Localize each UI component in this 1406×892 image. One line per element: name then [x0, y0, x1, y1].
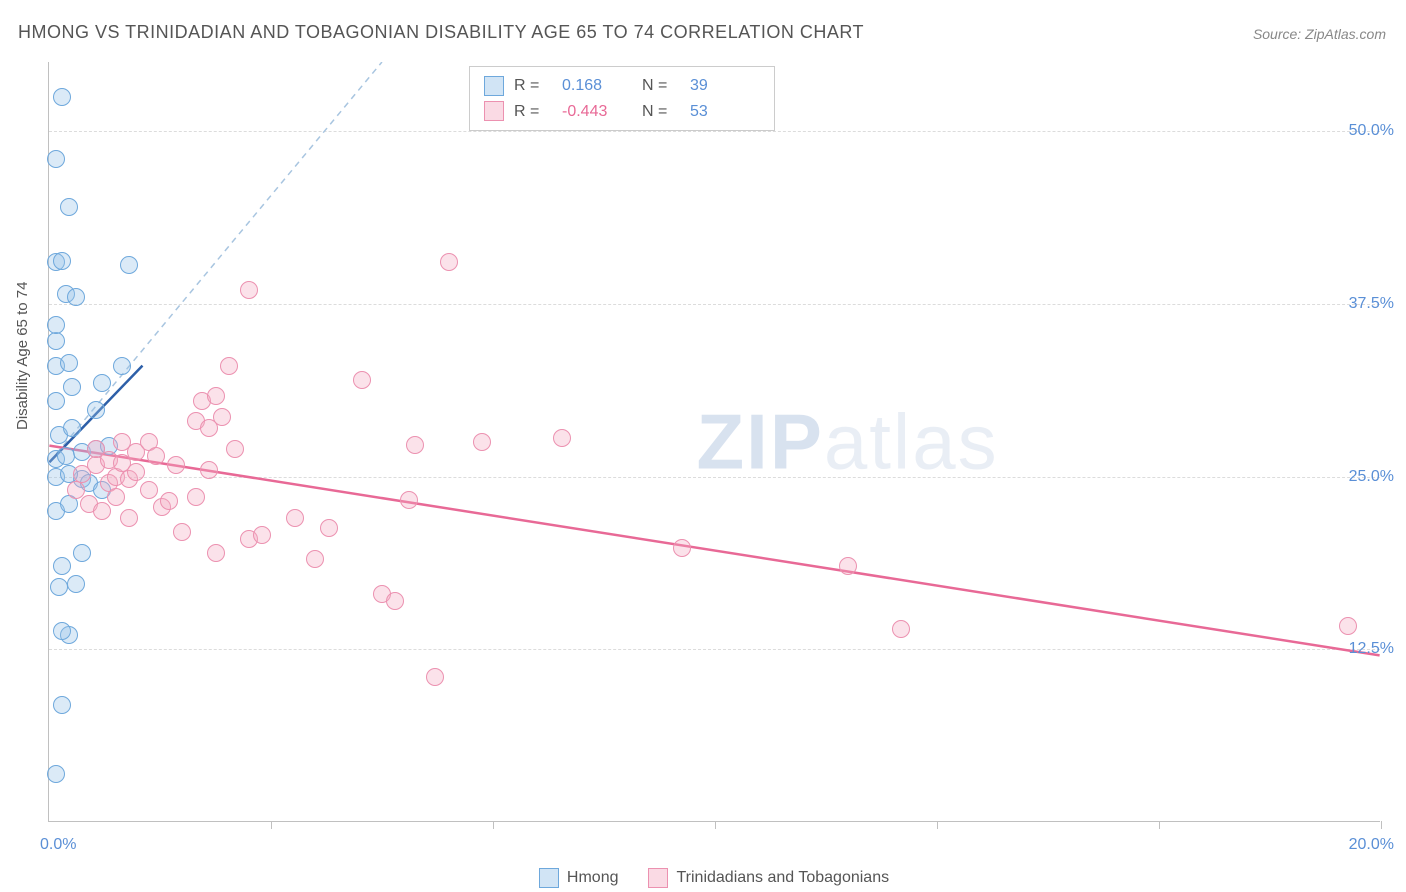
hmong-point — [47, 765, 65, 783]
hmong-point — [93, 374, 111, 392]
trinidadian-point — [240, 281, 258, 299]
trinidadian-point — [1339, 617, 1357, 635]
x-tick — [493, 821, 494, 829]
x-axis-max-label: 20.0% — [1349, 836, 1394, 854]
hmong-point — [57, 447, 75, 465]
hmong-point — [53, 557, 71, 575]
x-tick — [1159, 821, 1160, 829]
hmong-point — [67, 288, 85, 306]
hmong-point — [47, 316, 65, 334]
x-tick — [1381, 821, 1382, 829]
hmong-point — [47, 392, 65, 410]
y-axis-label: Disability Age 65 to 74 — [14, 282, 31, 430]
series-legend: Hmong Trinidadians and Tobagonians — [48, 868, 1380, 888]
trinidadian-point — [140, 481, 158, 499]
trinidadian-point — [93, 502, 111, 520]
hmong-point — [60, 198, 78, 216]
trinidadian-point — [406, 436, 424, 454]
legend-item: Hmong — [539, 868, 619, 888]
trinidadian-point — [213, 408, 231, 426]
hmong-point — [53, 622, 71, 640]
x-tick — [937, 821, 938, 829]
trinidadian-point — [426, 668, 444, 686]
source-attribution: Source: ZipAtlas.com — [1253, 26, 1386, 42]
trinidadian-point — [160, 492, 178, 510]
trinidadian-point — [200, 461, 218, 479]
gridline — [49, 304, 1380, 305]
trinidadian-point — [173, 523, 191, 541]
hmong-point — [53, 696, 71, 714]
y-tick-label: 50.0% — [1349, 122, 1394, 140]
trinidadian-point — [286, 509, 304, 527]
scatter-plot: ZIPatlas R =0.168N =39R =-0.443N =53 — [48, 62, 1380, 822]
trinidadian-point — [473, 433, 491, 451]
hmong-point — [47, 332, 65, 350]
trinidadian-point — [147, 447, 165, 465]
legend-row: R =-0.443N =53 — [484, 99, 760, 125]
trinidadian-point — [386, 592, 404, 610]
hmong-point — [120, 256, 138, 274]
gridline — [49, 649, 1380, 650]
hmong-point — [47, 150, 65, 168]
trinidadian-point — [673, 539, 691, 557]
legend-swatch — [484, 76, 504, 96]
hmong-point — [73, 544, 91, 562]
y-tick-label: 25.0% — [1349, 468, 1394, 486]
gridline — [49, 477, 1380, 478]
trinidadian-point — [127, 463, 145, 481]
y-tick-label: 37.5% — [1349, 295, 1394, 313]
trinidadian-point — [107, 488, 125, 506]
trinidadian-point — [320, 519, 338, 537]
trinidadian-point — [400, 491, 418, 509]
trinidadian-point — [839, 557, 857, 575]
trinidadian-point — [892, 620, 910, 638]
hmong-point — [53, 252, 71, 270]
trinidadian-point — [187, 488, 205, 506]
trinidadian-point — [167, 456, 185, 474]
trinidadian-point — [253, 526, 271, 544]
chart-title: HMONG VS TRINIDADIAN AND TOBAGONIAN DISA… — [18, 22, 864, 43]
legend-item: Trinidadians and Tobagonians — [648, 868, 889, 888]
trinidadian-point — [220, 357, 238, 375]
trinidadian-point — [553, 429, 571, 447]
trinidadian-point — [120, 509, 138, 527]
hmong-point — [53, 88, 71, 106]
y-tick-label: 12.5% — [1349, 640, 1394, 658]
legend-swatch — [539, 868, 559, 888]
hmong-point — [87, 401, 105, 419]
regression-lines — [49, 62, 1380, 821]
hmong-point — [63, 419, 81, 437]
trinidadian-point — [306, 550, 324, 568]
legend-label: Hmong — [567, 869, 619, 887]
legend-swatch — [484, 101, 504, 121]
hmong-point — [67, 575, 85, 593]
hmong-point — [63, 378, 81, 396]
correlation-legend: R =0.168N =39R =-0.443N =53 — [469, 66, 775, 131]
trinidadian-point — [207, 387, 225, 405]
hmong-point — [113, 357, 131, 375]
trinidadian-point — [440, 253, 458, 271]
hmong-point — [60, 354, 78, 372]
hmong-point — [50, 578, 68, 596]
trinidadian-point — [226, 440, 244, 458]
x-axis-min-label: 0.0% — [40, 836, 76, 854]
x-tick — [271, 821, 272, 829]
watermark: ZIPatlas — [697, 396, 999, 487]
trinidadian-point — [207, 544, 225, 562]
trinidadian-point — [353, 371, 371, 389]
gridline — [49, 131, 1380, 132]
legend-swatch — [648, 868, 668, 888]
legend-label: Trinidadians and Tobagonians — [676, 869, 889, 887]
legend-row: R =0.168N =39 — [484, 73, 760, 99]
x-tick — [715, 821, 716, 829]
